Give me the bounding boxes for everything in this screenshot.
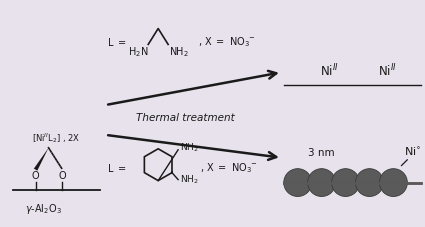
Text: Ni$^{\circ}$: Ni$^{\circ}$: [404, 146, 421, 158]
Text: , X $=$ NO$_3$$^{-}$: , X $=$ NO$_3$$^{-}$: [200, 161, 258, 175]
Text: L $=$: L $=$: [108, 162, 127, 174]
Circle shape: [356, 169, 383, 197]
Text: L $=$: L $=$: [108, 37, 127, 48]
Text: NH$_2$: NH$_2$: [180, 142, 199, 154]
Text: NH$_2$: NH$_2$: [180, 173, 199, 186]
Text: $\gamma$-Al$_2$O$_3$: $\gamma$-Al$_2$O$_3$: [25, 202, 62, 216]
Circle shape: [380, 169, 407, 197]
Text: O: O: [32, 171, 40, 181]
Circle shape: [284, 169, 312, 197]
Text: Ni$^{II}$: Ni$^{II}$: [320, 63, 339, 79]
Text: Thermal treatment: Thermal treatment: [136, 113, 235, 123]
Text: O: O: [59, 171, 66, 181]
Circle shape: [332, 169, 360, 197]
Circle shape: [308, 169, 336, 197]
Text: , X $=$ NO$_3$$^{-}$: , X $=$ NO$_3$$^{-}$: [198, 36, 256, 49]
Text: H$_2$N: H$_2$N: [128, 45, 149, 59]
Text: [Ni$^{II}$L$_2$] , 2X: [Ni$^{II}$L$_2$] , 2X: [32, 131, 81, 145]
Polygon shape: [34, 148, 48, 171]
Text: NH$_2$: NH$_2$: [169, 45, 189, 59]
Text: Ni$^{II}$: Ni$^{II}$: [378, 63, 397, 79]
Text: 3 nm: 3 nm: [308, 148, 335, 158]
